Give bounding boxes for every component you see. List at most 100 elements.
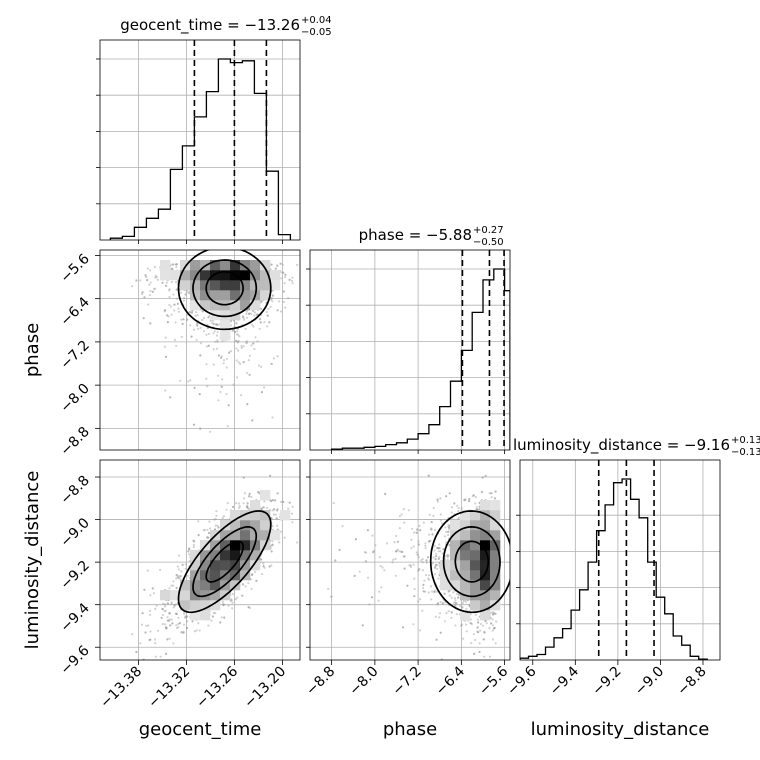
scatter-point (182, 623, 186, 626)
scatter-point (173, 338, 176, 341)
scatter-point (205, 333, 208, 336)
scatter-point (146, 662, 148, 664)
scatter-point (161, 607, 164, 611)
scatter-point (219, 390, 222, 394)
scatter-point (242, 476, 245, 479)
scatter-point (199, 326, 202, 329)
scatter-point (242, 476, 245, 479)
scatter-point (287, 297, 290, 300)
scatter-point (271, 300, 274, 303)
scatter-point (269, 474, 272, 477)
scatter-point (141, 612, 144, 615)
scatter-point (271, 294, 274, 297)
scatter-point (175, 612, 178, 616)
scatter-point (199, 354, 202, 357)
scatter-point (166, 602, 169, 605)
scatter-point (256, 313, 259, 316)
scatter-point (271, 509, 274, 512)
scatter-point (163, 610, 166, 613)
scatter-point (146, 662, 148, 664)
scatter-point (203, 528, 206, 532)
scatter-point (268, 565, 271, 568)
scatter-point (196, 324, 199, 327)
scatter-point (283, 276, 287, 279)
scatter-point (246, 403, 249, 406)
scatter-point (246, 371, 249, 375)
scatter-point (156, 629, 159, 632)
scatter-point (245, 505, 249, 508)
scatter-point (235, 322, 238, 325)
scatter-point (229, 350, 232, 353)
scatter-point (165, 626, 168, 630)
scatter-point (166, 314, 169, 317)
scatter-point (263, 386, 266, 389)
scatter-point (271, 525, 274, 528)
scatter-point (176, 297, 179, 300)
scatter-point (270, 263, 273, 266)
scatter-point (180, 631, 183, 634)
scatter-point (217, 354, 220, 357)
scatter-point (276, 509, 279, 512)
scatter-point (266, 314, 269, 317)
scatter-point (187, 380, 190, 383)
scatter-point (279, 262, 282, 265)
scatter-point (235, 339, 238, 342)
scatter-point (296, 263, 299, 266)
scatter-point (273, 508, 276, 511)
scatter-point (216, 340, 219, 343)
scatter-point (246, 506, 249, 509)
scatter-point (271, 499, 274, 502)
scatter-point (159, 568, 162, 572)
scatter-point (175, 263, 178, 266)
scatter-point (163, 309, 167, 312)
scatter-point (197, 622, 200, 625)
scatter-point (172, 584, 175, 587)
scatter-point (176, 302, 179, 305)
scatter-point (162, 602, 165, 605)
scatter-point (175, 263, 178, 266)
scatter-point (197, 327, 200, 330)
scatter-point (166, 314, 169, 317)
scatter-point (276, 509, 279, 512)
scatter-point (187, 291, 190, 294)
scatter-point (161, 281, 164, 284)
scatter-point (179, 575, 183, 578)
scatter-point (153, 265, 157, 269)
scatter-point (145, 624, 148, 627)
scatter-point (193, 540, 196, 543)
scatter-point (143, 296, 146, 299)
scatter-point (196, 324, 199, 327)
scatter-point (220, 355, 223, 358)
scatter-point (175, 577, 178, 580)
scatter-point (176, 565, 179, 568)
scatter-point (243, 497, 246, 500)
scatter-point (139, 279, 142, 282)
scatter-point (199, 427, 202, 430)
scatter-point (198, 629, 201, 632)
scatter-point (205, 377, 208, 380)
scatter-point (181, 322, 184, 325)
scatter-point (225, 357, 228, 360)
scatter-point (242, 361, 245, 364)
scatter-point (141, 291, 144, 294)
scatter-point (276, 309, 279, 312)
scatter-point (179, 578, 182, 581)
scatter-point (260, 300, 263, 303)
scatter-point (278, 300, 281, 303)
scatter-point (211, 615, 214, 618)
scatter-point (176, 575, 179, 579)
scatter-point (214, 340, 217, 343)
scatter-point (245, 505, 249, 508)
scatter-point (164, 603, 167, 606)
scatter-point (193, 386, 196, 389)
scatter-point (248, 312, 251, 315)
scatter-point (193, 630, 196, 633)
scatter-point (154, 607, 157, 611)
scatter-point (270, 550, 273, 553)
scatter-point (282, 300, 285, 303)
scatter-point (227, 604, 230, 607)
scatter-point (291, 521, 294, 524)
scatter-point (303, 330, 305, 332)
scatter-point (198, 393, 201, 396)
scatter-point (207, 344, 210, 347)
